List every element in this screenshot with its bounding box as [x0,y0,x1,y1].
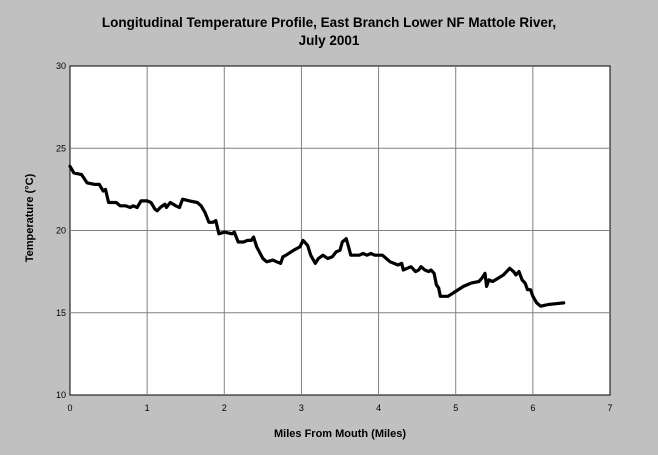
x-tick-label: 6 [530,403,535,413]
y-tick-label: 20 [56,226,66,236]
gridlines [70,66,610,395]
x-tick-label: 2 [222,403,227,413]
chart-title: Longitudinal Temperature Profile, East B… [0,14,658,50]
x-axis-label: Miles From Mouth (Miles) [274,428,406,440]
temperature-series-line [68,164,566,308]
y-tick-label: 25 [56,143,66,153]
y-tick-label: 15 [56,308,66,318]
x-tick-label: 4 [376,403,381,413]
x-tick-label: 1 [145,403,150,413]
chart-title-line-2: July 2001 [298,33,360,48]
data-series [68,164,566,308]
x-tick-label: 3 [299,403,304,413]
x-tick-label: 5 [453,403,458,413]
chart-title-line-1: Longitudinal Temperature Profile, East B… [101,15,557,30]
tick-labels: 0 1 2 3 4 5 6 7 10 15 20 25 30 [56,61,613,413]
x-tick-label: 7 [607,403,612,413]
x-tick-label: 0 [67,403,72,413]
y-tick-label: 30 [56,61,66,71]
y-tick-label: 10 [56,390,66,400]
